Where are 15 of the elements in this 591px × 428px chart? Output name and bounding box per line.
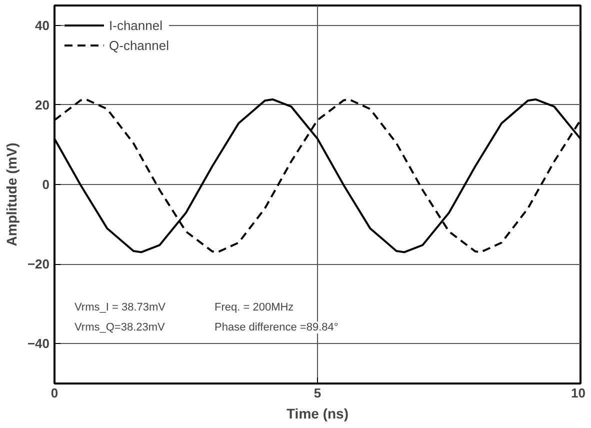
legend-label: I-channel	[109, 18, 162, 32]
annotation: Phase difference =89.84°	[214, 322, 338, 334]
annotation: Vrms_I = 38.73mV	[74, 302, 166, 314]
x-tick-label: 10	[571, 386, 586, 400]
legend-label: Q-channel	[109, 38, 169, 52]
y-tick-label: 40	[35, 18, 50, 33]
y-tick-label: −40	[27, 336, 50, 352]
y-axis-title: Amplitude (mV)	[3, 142, 20, 246]
y-tick-label: −20	[27, 256, 50, 272]
annotation: Freq. = 200MHz	[214, 302, 294, 314]
x-axis-title: Time (ns)	[286, 406, 348, 422]
y-tick-label: 0	[42, 177, 50, 192]
annotation: Vrms_Q=38.23mV	[74, 322, 166, 334]
y-tick-label: 20	[35, 97, 50, 112]
x-tick-label: 5	[314, 386, 322, 400]
